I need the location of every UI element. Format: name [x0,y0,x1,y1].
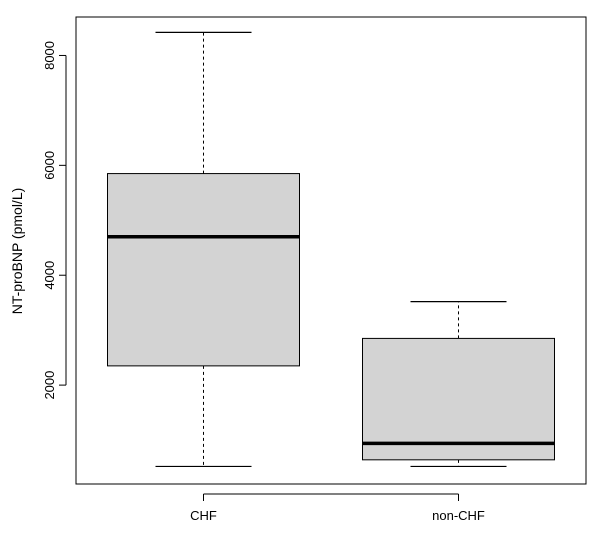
y-tick-label: 2000 [42,371,57,400]
y-tick-label: 6000 [42,151,57,180]
y-tick-label: 4000 [42,261,57,290]
y-axis-label: NT-proBNP (pmol/L) [9,188,25,315]
iqr-box [107,173,300,367]
box-chf [107,31,300,468]
boxes [107,31,555,468]
x-tick-label: CHF [190,508,217,523]
iqr-box [362,337,555,461]
x-axis: CHF non-CHF [190,493,485,523]
y-tick-label: 8000 [42,41,57,70]
box-non-chf [362,300,555,468]
x-tick-label: non-CHF [432,508,485,523]
y-axis: 2000 4000 6000 8000 [42,41,67,400]
plot-frame [75,16,587,485]
